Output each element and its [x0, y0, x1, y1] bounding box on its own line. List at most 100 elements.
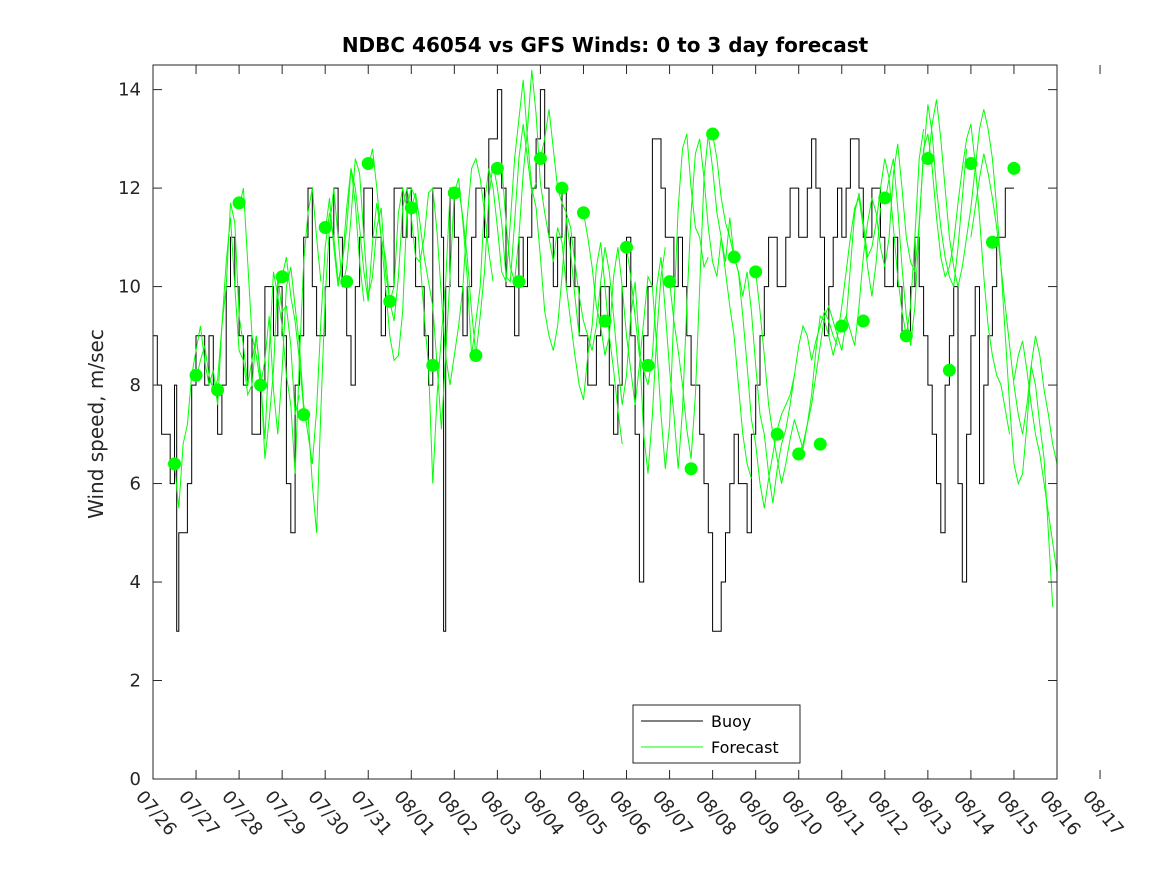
forecast-marker	[254, 378, 268, 392]
forecast-marker	[620, 240, 634, 254]
forecast-marker	[727, 250, 741, 264]
x-tick-label: 07/31	[346, 787, 395, 840]
x-tick-label: 07/28	[217, 787, 266, 840]
x-tick-label: 08/03	[476, 787, 525, 840]
forecast-marker	[835, 319, 849, 333]
x-tick-label: 08/17	[1078, 787, 1127, 840]
forecast-line	[497, 69, 623, 445]
forecast-marker	[275, 270, 289, 284]
x-tick-label: 08/02	[433, 787, 482, 840]
y-tick-label: 0	[130, 769, 141, 790]
y-tick-label: 12	[118, 178, 141, 199]
x-tick-label: 08/16	[1035, 787, 1084, 840]
forecast-line	[539, 109, 666, 474]
x-tick-label: 08/06	[605, 787, 654, 840]
x-tick-label: 07/29	[260, 787, 309, 840]
forecast-line	[927, 99, 1054, 607]
forecast-markers	[168, 127, 1021, 476]
forecast-marker	[598, 314, 612, 328]
forecast-marker	[469, 349, 483, 363]
x-tick-label: 07/27	[174, 787, 223, 840]
y-tick-label: 6	[130, 474, 141, 495]
forecast-marker	[1007, 161, 1021, 175]
forecast-marker	[404, 201, 418, 215]
forecast-line	[195, 188, 322, 474]
forecast-marker	[189, 368, 203, 382]
forecast-marker	[856, 314, 870, 328]
plot-area	[153, 65, 1057, 779]
forecast-line	[970, 153, 1057, 467]
forecast-marker	[921, 152, 935, 166]
x-tick-label: 08/10	[777, 787, 826, 840]
legend-box	[632, 704, 801, 764]
forecast-marker	[318, 220, 332, 234]
forecast-line	[884, 123, 1011, 435]
chart-title: NDBC 46054 vs GFS Winds: 0 to 3 day fore…	[342, 33, 869, 57]
plot-frame	[152, 64, 1058, 780]
y-axis: 0 2 4 6 8 10 12 14	[118, 80, 1057, 790]
x-tick-label: 08/11	[820, 787, 869, 840]
forecast-marker	[792, 447, 806, 461]
forecast-series	[174, 69, 1057, 607]
forecast-marker	[899, 329, 913, 343]
y-tick-label: 4	[130, 572, 141, 593]
forecast-marker	[663, 275, 677, 289]
forecast-marker	[964, 156, 978, 170]
legend: Buoy Forecast	[632, 704, 801, 764]
forecast-marker	[426, 358, 440, 372]
forecast-marker	[533, 152, 547, 166]
forecast-marker	[340, 275, 354, 289]
forecast-marker	[232, 196, 246, 210]
x-tick-label: 08/07	[648, 787, 697, 840]
forecast-marker	[361, 156, 375, 170]
x-tick-label: 08/12	[863, 787, 912, 840]
x-tick-label: 08/14	[949, 787, 998, 840]
forecast-marker	[168, 457, 182, 471]
forecast-marker	[576, 206, 590, 220]
forecast-line	[1013, 340, 1057, 576]
forecast-marker	[490, 161, 504, 175]
x-tick-label: 07/30	[303, 787, 352, 840]
forecast-line	[453, 79, 580, 356]
forecast-line	[410, 124, 537, 430]
y-tick-label: 2	[130, 671, 141, 692]
forecast-marker	[749, 265, 763, 279]
y-tick-label: 8	[130, 375, 141, 396]
forecast-marker	[706, 127, 720, 141]
forecast-marker	[641, 358, 655, 372]
forecast-line	[669, 133, 795, 509]
y-tick-label: 14	[118, 80, 141, 101]
forecast-marker	[447, 186, 461, 200]
forecast-marker	[555, 181, 569, 195]
forecast-marker	[297, 408, 311, 422]
y-tick-label: 10	[118, 277, 141, 298]
x-tick-label: 08/04	[519, 787, 568, 840]
x-tick-label: 08/08	[691, 787, 740, 840]
forecast-marker	[985, 235, 999, 249]
x-tick-label: 08/01	[389, 787, 438, 840]
forecast-line	[324, 168, 451, 484]
x-tick-label: 08/09	[734, 787, 783, 840]
forecast-marker	[878, 191, 892, 205]
forecast-line	[755, 196, 881, 484]
legend-buoy-label: Buoy	[711, 712, 751, 731]
forecast-line	[583, 133, 709, 469]
x-tick-label: 08/13	[906, 787, 955, 840]
forecast-line	[174, 202, 300, 509]
x-tick-label: 08/15	[992, 787, 1041, 840]
forecast-marker	[813, 437, 827, 451]
forecast-line	[626, 138, 752, 479]
forecast-marker	[684, 462, 698, 476]
forecast-marker	[512, 275, 526, 289]
forecast-line	[798, 128, 925, 455]
x-tick-label: 08/05	[562, 787, 611, 840]
x-tick-label: 07/26	[131, 787, 180, 840]
forecast-marker	[383, 294, 397, 308]
forecast-line	[841, 104, 968, 346]
forecast-marker	[770, 427, 784, 441]
y-axis-label: Wind speed, m/sec	[84, 329, 108, 519]
legend-forecast-label: Forecast	[711, 738, 779, 757]
forecast-line	[367, 148, 494, 386]
forecast-marker	[211, 383, 225, 397]
